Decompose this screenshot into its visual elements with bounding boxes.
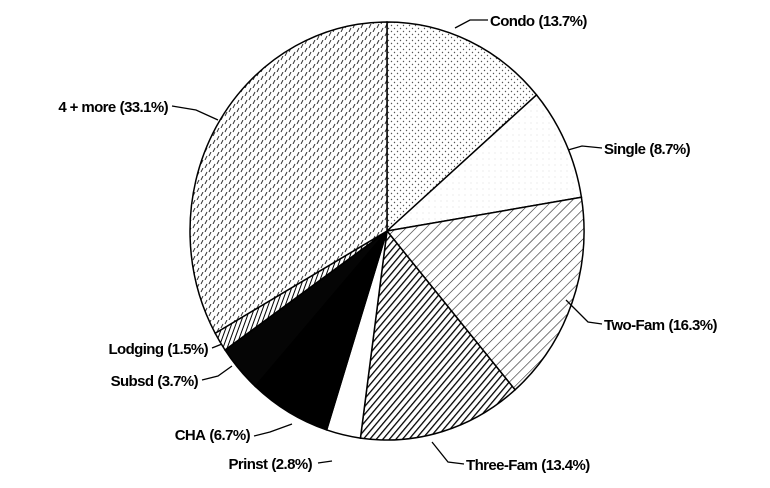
category-label: Lodging (108, 341, 163, 358)
value-label: (3.7%) (157, 373, 198, 390)
value-label: (33.1%) (120, 99, 169, 116)
value-label: (1.5%) (167, 341, 208, 358)
leader-line (565, 299, 603, 325)
leader-line (171, 105, 219, 121)
slice-label: Prinst (2.8%) (228, 456, 312, 473)
pie-slice (189, 21, 388, 335)
slice-label: Single (8.7%) (604, 141, 691, 158)
value-label: (16.3%) (669, 317, 718, 334)
pie-slice (359, 229, 517, 441)
category-label: Subsd (111, 373, 154, 390)
leader-line (567, 145, 603, 151)
category-label: Three-Fam (466, 457, 538, 474)
leader-line (201, 365, 233, 381)
leader-line (317, 460, 333, 464)
value-label: (6.7%) (209, 427, 250, 444)
value-label: (13.7%) (538, 13, 587, 30)
value-label: (13.4%) (541, 457, 590, 474)
slice-label: 4 + more (33.1%) (58, 99, 168, 116)
slice-label: Three-Fam (13.4%) (466, 457, 590, 474)
category-label: Two-Fam (604, 317, 665, 334)
slice-label: Lodging (1.5%) (108, 341, 208, 358)
value-label: (2.8%) (271, 456, 312, 473)
category-label: 4 + more (58, 99, 116, 116)
leader-line (454, 19, 488, 29)
leader-line (211, 343, 223, 349)
category-label: Single (604, 141, 646, 158)
slice-label: Subsd (3.7%) (111, 373, 199, 390)
slice-label: Two-Fam (16.3%) (604, 317, 717, 334)
pie-slice (386, 21, 538, 233)
category-label: Condo (490, 13, 535, 30)
slice-label: Condo (13.7%) (490, 13, 587, 30)
category-label: CHA (175, 427, 206, 444)
value-label: (8.7%) (649, 141, 690, 158)
category-label: Prinst (228, 456, 268, 473)
slice-label: CHA (6.7%) (175, 427, 251, 444)
pie-slice (384, 93, 583, 233)
pie-slice (385, 196, 585, 391)
leader-line (253, 423, 293, 437)
leader-line (431, 441, 465, 465)
